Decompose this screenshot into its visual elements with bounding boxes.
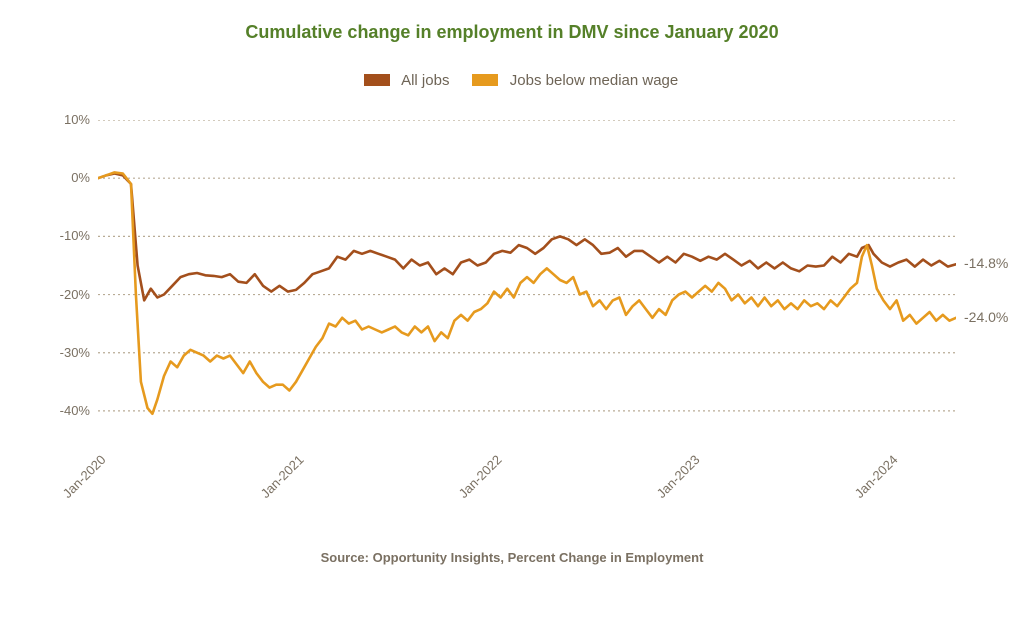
y-tick-label: 0%	[44, 170, 90, 185]
plot-svg	[98, 120, 956, 440]
y-tick-label: -20%	[44, 287, 90, 302]
x-tick-label: Jan-2023	[654, 452, 703, 501]
series-line-below-median	[98, 172, 956, 413]
y-tick-label: -30%	[44, 345, 90, 360]
chart-title: Cumulative change in employment in DMV s…	[0, 22, 1024, 43]
y-tick-label: -40%	[44, 403, 90, 418]
x-tick-label: Jan-2021	[258, 452, 307, 501]
x-tick-label: Jan-2024	[852, 452, 901, 501]
end-label-all-jobs: -14.8%	[964, 255, 1008, 271]
series-line-all-jobs	[98, 174, 956, 301]
source-caption: Source: Opportunity Insights, Percent Ch…	[0, 550, 1024, 565]
legend-swatch-below-median	[472, 74, 498, 86]
plot-area	[98, 120, 956, 440]
y-tick-label: -10%	[44, 228, 90, 243]
x-tick-label: Jan-2022	[456, 452, 505, 501]
chart-container: Cumulative change in employment in DMV s…	[0, 0, 1024, 633]
legend-label-below-median: Jobs below median wage	[510, 72, 678, 89]
y-tick-label: 10%	[44, 112, 90, 127]
legend-swatch-all-jobs	[364, 74, 390, 86]
legend-label-all-jobs: All jobs	[401, 72, 449, 89]
x-tick-label: Jan-2020	[60, 452, 109, 501]
chart-legend: All jobs Jobs below median wage	[0, 72, 1024, 89]
end-label-below-median: -24.0%	[964, 309, 1008, 325]
